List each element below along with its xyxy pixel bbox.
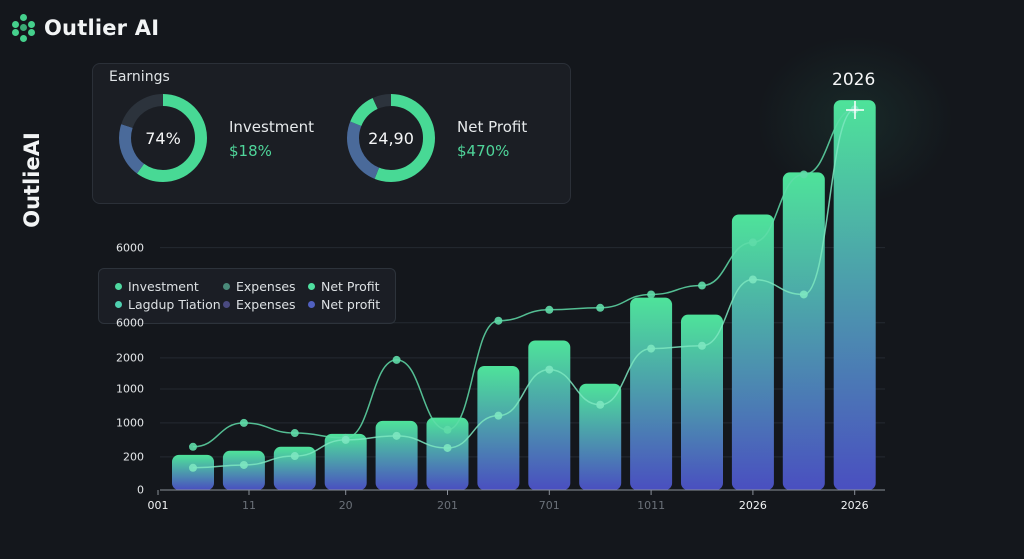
data-point bbox=[239, 418, 248, 427]
bar bbox=[477, 365, 520, 490]
data-point bbox=[647, 344, 656, 353]
data-point bbox=[698, 281, 706, 290]
panel-title: Earnings bbox=[109, 69, 170, 85]
legend-dot bbox=[308, 283, 315, 290]
donut-segment bbox=[119, 94, 207, 182]
legend-label: Lagdup Tiation bbox=[128, 297, 221, 312]
bar bbox=[579, 383, 622, 490]
legend-label: Expenses bbox=[236, 297, 296, 312]
donut-segment bbox=[347, 94, 435, 182]
bar bbox=[426, 417, 469, 490]
legend-label: Investment bbox=[128, 279, 199, 294]
data-point bbox=[596, 303, 605, 312]
y-tick-label: 6000 bbox=[116, 241, 144, 255]
y-tick-label: 0 bbox=[137, 483, 144, 497]
data-point bbox=[545, 365, 554, 374]
bar bbox=[731, 214, 774, 490]
data-point bbox=[748, 238, 757, 247]
data-point bbox=[290, 429, 299, 438]
legend-dot bbox=[115, 283, 122, 290]
investment-metric: Investment $18% bbox=[229, 118, 314, 160]
legend-item: Net profit bbox=[308, 297, 380, 312]
y-tick-label: 200 bbox=[123, 450, 144, 464]
y-tick-label: 2000 bbox=[116, 351, 144, 365]
earnings-panel: Earnings 74% Investment $18% 24,90 Net P… bbox=[92, 63, 571, 204]
net-profit-metric: Net Profit $470% bbox=[457, 118, 527, 160]
brand-name: Outlier AI bbox=[44, 16, 160, 40]
bar bbox=[222, 450, 265, 490]
dot-grid-icon bbox=[12, 14, 36, 42]
metric-label: Investment bbox=[229, 118, 314, 136]
brand-logo: Outlier AI bbox=[12, 14, 159, 42]
data-point bbox=[290, 452, 299, 461]
x-tick-label: 1011 bbox=[637, 499, 666, 512]
data-point bbox=[239, 460, 248, 469]
donut-center-value: 74% bbox=[145, 128, 181, 148]
y-tick-label: 6000 bbox=[116, 316, 144, 330]
legend-dot bbox=[308, 301, 315, 308]
bar bbox=[375, 420, 418, 490]
legend-item: Net Profit bbox=[308, 279, 380, 294]
legend-dot bbox=[223, 283, 230, 290]
metric-value: $470% bbox=[457, 142, 510, 160]
chart-legend: Investment Expenses Net Profit Lagdup Ti… bbox=[98, 268, 396, 324]
sparkle-icon bbox=[846, 101, 864, 119]
legend-item: Investment bbox=[115, 279, 199, 294]
data-point bbox=[596, 400, 605, 409]
x-tick-label: 201 bbox=[437, 499, 458, 512]
data-point bbox=[341, 435, 350, 444]
data-point bbox=[443, 443, 452, 452]
legend-item: Expenses bbox=[223, 279, 296, 294]
data-point bbox=[392, 431, 401, 440]
data-point bbox=[748, 275, 757, 284]
chart-annotation: 2026 bbox=[832, 70, 876, 90]
x-tick-label: 701 bbox=[538, 499, 560, 512]
data-point bbox=[443, 425, 452, 434]
y-tick-label: 1000 bbox=[116, 382, 144, 396]
bar bbox=[528, 340, 571, 490]
metric-value: $18% bbox=[229, 142, 272, 160]
legend-item: Expenses bbox=[223, 297, 296, 312]
legend-label: Net profit bbox=[321, 297, 381, 312]
legend-dot bbox=[223, 301, 230, 308]
data-point bbox=[647, 290, 656, 299]
side-brand-text: OutlieAI bbox=[20, 132, 44, 228]
data-point bbox=[189, 463, 197, 472]
bar bbox=[172, 454, 214, 490]
bar bbox=[324, 433, 367, 490]
bar bbox=[273, 446, 316, 490]
bar bbox=[681, 314, 723, 490]
x-tick-label: 20 bbox=[338, 499, 353, 512]
donut-segment bbox=[347, 94, 435, 182]
x-tick-label: 11 bbox=[241, 499, 256, 512]
legend-label: Expenses bbox=[236, 279, 296, 294]
legend-dot bbox=[115, 301, 122, 308]
x-tick-label: 001 bbox=[147, 499, 169, 512]
x-tick-label: 2026 bbox=[840, 499, 869, 512]
metric-label: Net Profit bbox=[457, 118, 528, 136]
y-tick-label: 1000 bbox=[116, 416, 144, 430]
data-point bbox=[189, 442, 197, 451]
bar bbox=[782, 172, 825, 490]
bar bbox=[630, 297, 673, 490]
donut-segment bbox=[119, 94, 207, 182]
x-tick-label: 2026 bbox=[738, 499, 767, 512]
data-point bbox=[698, 341, 706, 350]
data-point bbox=[494, 411, 503, 420]
donut-center-value: 24,90 bbox=[368, 128, 414, 148]
data-point bbox=[799, 290, 808, 299]
data-point bbox=[392, 355, 401, 364]
net-profit-donut: 24,90 bbox=[345, 92, 437, 184]
data-point bbox=[494, 316, 503, 325]
legend-label: Net Profit bbox=[321, 279, 380, 294]
data-point bbox=[545, 305, 554, 314]
data-point bbox=[799, 170, 808, 179]
side-brand-label: OutlieAI bbox=[20, 120, 44, 240]
legend-item: Lagdup Tiation bbox=[115, 297, 221, 312]
bar bbox=[833, 100, 876, 490]
investment-donut: 74% bbox=[117, 92, 209, 184]
